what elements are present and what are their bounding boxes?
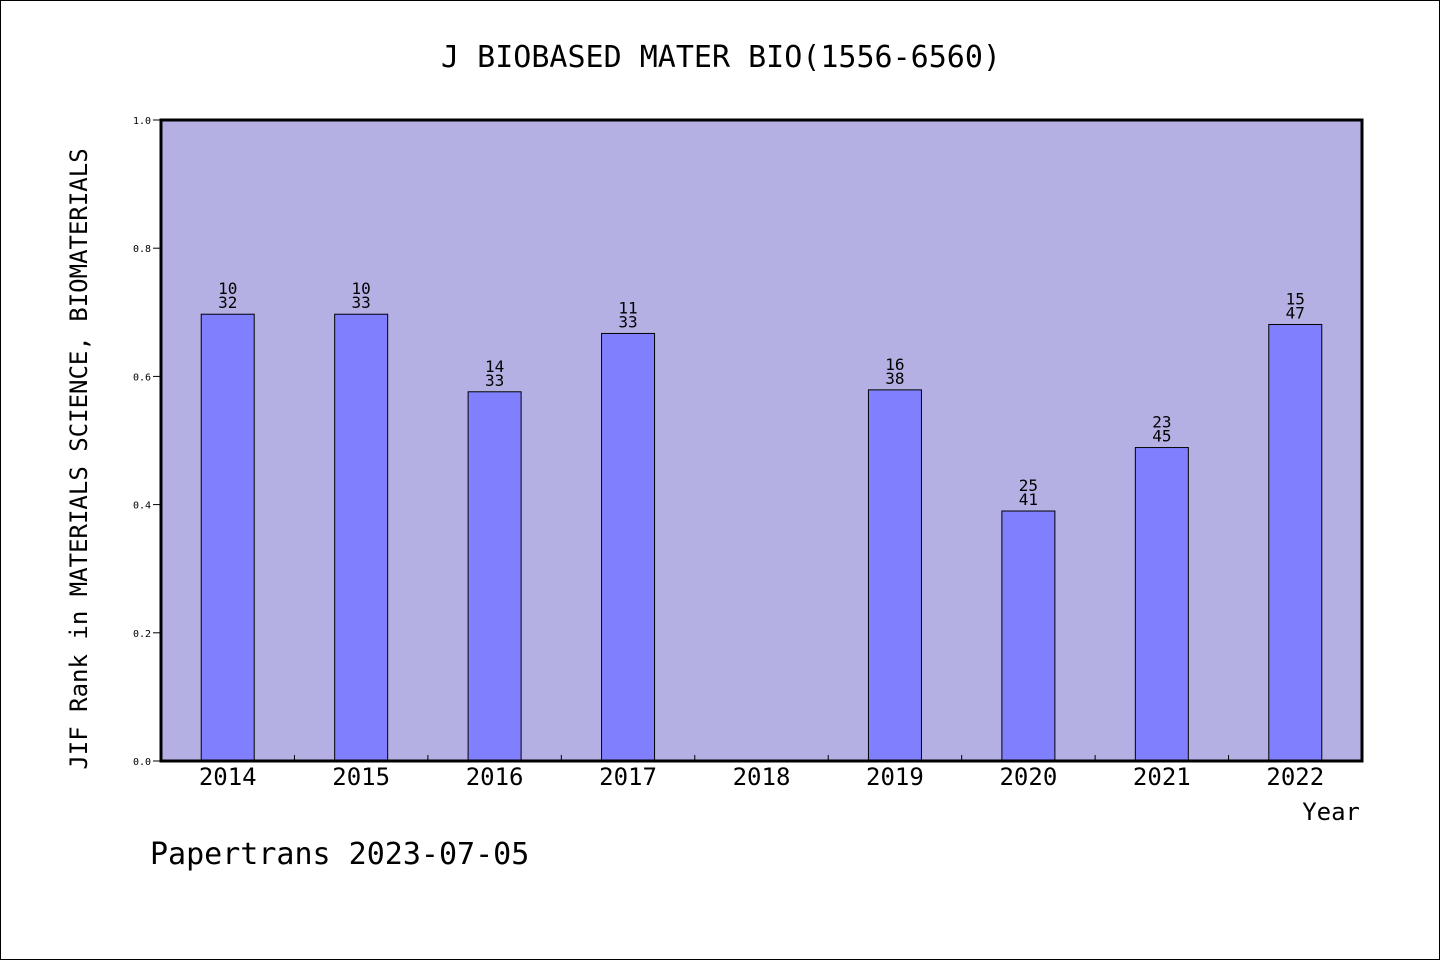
bar-2019 [867,389,922,762]
bar-label-total: 33 [485,371,504,390]
x-tick-label: 2016 [466,763,524,791]
plot-frame [159,118,1364,763]
x-tick-label: 2018 [733,763,791,791]
bar-2014 [200,313,255,762]
x-tick-label: 2021 [1133,763,1191,791]
bar-label-total: 41 [1019,490,1038,509]
x-tick-label: 2015 [332,763,390,791]
y-tick-label: 0.2 [133,629,151,640]
bar-label-rank: 23 [1152,413,1171,432]
x-tick-label: 2019 [866,763,924,791]
bar-label-rank: 11 [618,298,637,317]
y-tick-label: 0.4 [133,501,151,512]
x-tick-label: 2017 [599,763,657,791]
chart-title: J BIOBASED MATER BIO(1556-6560) [441,40,1001,75]
footer-watermark: Papertrans 2023-07-05 [150,837,529,872]
bar-label-total: 33 [352,293,371,312]
bar-label-rank: 25 [1019,476,1038,495]
x-tick-label: 2022 [1266,763,1324,791]
x-tick-label: 2014 [199,763,257,791]
x-axis-label: Year [1302,798,1360,826]
bar-label-rank: 10 [352,279,371,298]
y-tick-label: 0.0 [133,757,151,768]
bar-2016 [467,391,522,762]
bar-label-rank: 16 [885,355,904,374]
bar-2017 [601,332,656,762]
y-axis: 0.0 0.2 0.4 0.6 0.8 1.0 [133,116,161,768]
bar-label-rank: 10 [218,279,237,298]
bar-label-total: 32 [218,293,237,312]
bar-2015 [334,313,389,762]
bar-label-rank: 14 [485,357,504,376]
bar-2021 [1134,447,1189,762]
y-tick-label: 0.8 [133,244,151,255]
x-tick-label: 2020 [999,763,1057,791]
bar-label-total: 45 [1152,427,1171,446]
x-axis: 2014 2015 2016 2017 2018 2019 2020 2021 2022 [199,755,1324,791]
bar-label-total: 38 [885,369,904,388]
y-axis-label: JIF Rank in MATERIALS SCIENCE, BIOMATERI… [65,148,93,769]
bar-2020 [1001,510,1056,762]
y-tick-label: 1.0 [133,116,151,127]
bar-label-rank: 15 [1286,289,1305,308]
bar-label-total: 47 [1286,303,1305,322]
y-tick-label: 0.6 [133,372,151,383]
bar-2022 [1268,323,1323,762]
bar-label-total: 33 [618,312,637,331]
